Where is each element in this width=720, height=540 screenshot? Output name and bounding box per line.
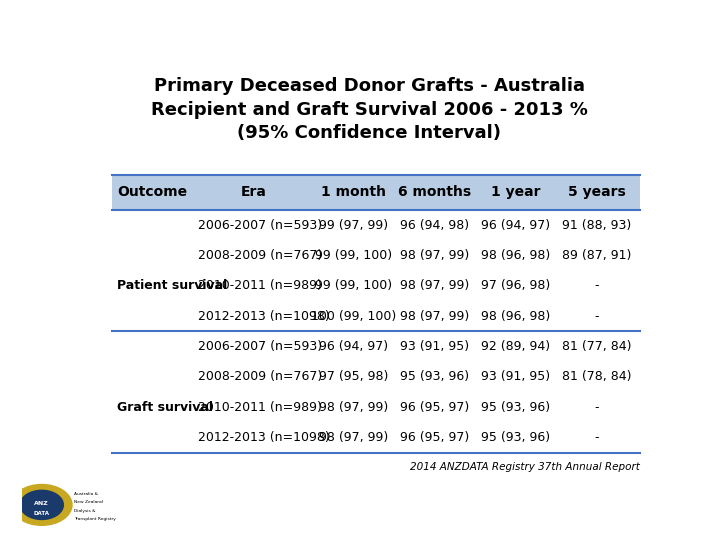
Text: Transplant Registry: Transplant Registry [74, 517, 116, 521]
Text: 97 (96, 98): 97 (96, 98) [481, 279, 550, 292]
Text: 98 (97, 99): 98 (97, 99) [400, 279, 469, 292]
Text: 91 (88, 93): 91 (88, 93) [562, 219, 631, 232]
Text: -: - [594, 279, 598, 292]
Text: 96 (94, 97): 96 (94, 97) [481, 219, 550, 232]
Text: 97 (95, 98): 97 (95, 98) [319, 370, 388, 383]
Bar [112, 175, 639, 210]
Text: 95 (93, 96): 95 (93, 96) [481, 431, 550, 444]
Text: 1 year: 1 year [491, 185, 540, 199]
Text: 98 (97, 99): 98 (97, 99) [319, 431, 388, 444]
Text: 96 (95, 97): 96 (95, 97) [400, 401, 469, 414]
Text: 2006-2007 (n=593): 2006-2007 (n=593) [198, 219, 322, 232]
Text: 98 (97, 99): 98 (97, 99) [319, 401, 388, 414]
Text: 99 (99, 100): 99 (99, 100) [315, 279, 392, 292]
Text: 2010-2011 (n=989): 2010-2011 (n=989) [198, 401, 322, 414]
Text: 92 (89, 94): 92 (89, 94) [481, 340, 550, 353]
Text: 98 (97, 99): 98 (97, 99) [400, 309, 469, 322]
Text: 98 (96, 98): 98 (96, 98) [481, 249, 550, 262]
Text: Era: Era [240, 185, 266, 199]
Text: 93 (91, 95): 93 (91, 95) [400, 340, 469, 353]
Text: Primary Deceased Donor Grafts - Australia
Recipient and Graft Survival 2006 - 20: Primary Deceased Donor Grafts - Australi… [150, 77, 588, 143]
Text: 100 (99, 100): 100 (99, 100) [311, 309, 396, 322]
Text: 99 (97, 99): 99 (97, 99) [319, 219, 388, 232]
Text: 95 (93, 96): 95 (93, 96) [400, 370, 469, 383]
Text: Dialysis &: Dialysis & [74, 509, 96, 513]
Text: 2006-2007 (n=593): 2006-2007 (n=593) [198, 340, 322, 353]
Circle shape [12, 484, 72, 525]
Text: 1 month: 1 month [321, 185, 386, 199]
Text: 81 (77, 84): 81 (77, 84) [562, 340, 631, 353]
Circle shape [20, 490, 63, 519]
Text: Patient survival: Patient survival [117, 279, 227, 292]
Text: ANZ: ANZ [35, 502, 49, 507]
Text: 93 (91, 95): 93 (91, 95) [481, 370, 550, 383]
Text: 2012-2013 (n=1098): 2012-2013 (n=1098) [198, 431, 330, 444]
Text: 81 (78, 84): 81 (78, 84) [562, 370, 631, 383]
Text: 2008-2009 (n=767): 2008-2009 (n=767) [198, 249, 322, 262]
Text: 96 (94, 98): 96 (94, 98) [400, 219, 469, 232]
Text: 2010-2011 (n=989): 2010-2011 (n=989) [198, 279, 322, 292]
Text: Graft survival: Graft survival [117, 401, 213, 414]
Text: 96 (94, 97): 96 (94, 97) [319, 340, 388, 353]
Text: 2014 ANZDATA Registry 37th Annual Report: 2014 ANZDATA Registry 37th Annual Report [410, 462, 639, 472]
Text: 89 (87, 91): 89 (87, 91) [562, 249, 631, 262]
Text: 98 (96, 98): 98 (96, 98) [481, 309, 550, 322]
Text: New Zealand: New Zealand [74, 501, 103, 504]
Text: Australia &: Australia & [74, 492, 98, 496]
Text: 2012-2013 (n=1098): 2012-2013 (n=1098) [198, 309, 330, 322]
Text: 2008-2009 (n=767): 2008-2009 (n=767) [198, 370, 322, 383]
Text: 98 (97, 99): 98 (97, 99) [400, 249, 469, 262]
Text: DATA: DATA [34, 511, 50, 516]
Text: Outcome: Outcome [117, 185, 188, 199]
Text: -: - [594, 401, 598, 414]
Text: 99 (99, 100): 99 (99, 100) [315, 249, 392, 262]
Text: 6 months: 6 months [398, 185, 471, 199]
Text: 95 (93, 96): 95 (93, 96) [481, 401, 550, 414]
Text: 96 (95, 97): 96 (95, 97) [400, 431, 469, 444]
Text: -: - [594, 309, 598, 322]
Text: 5 years: 5 years [567, 185, 625, 199]
Text: -: - [594, 431, 598, 444]
